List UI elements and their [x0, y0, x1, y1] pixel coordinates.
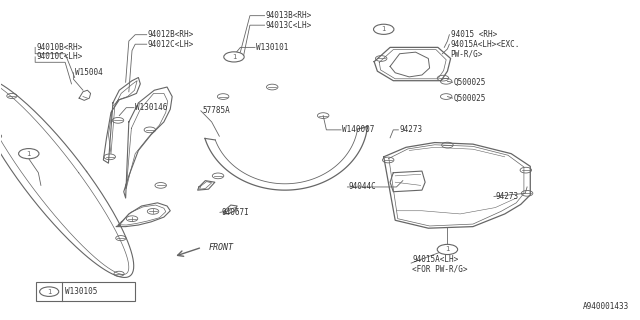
Text: 57785A: 57785A [202, 106, 230, 115]
Bar [36, 282, 135, 301]
Text: 94015A<LH><EXC.: 94015A<LH><EXC. [451, 40, 520, 49]
Circle shape [19, 148, 39, 159]
Text: PW-R/G>: PW-R/G> [451, 49, 483, 58]
Text: A940001433: A940001433 [583, 302, 629, 311]
Circle shape [40, 287, 59, 296]
Text: 94010C<LH>: 94010C<LH> [36, 52, 83, 61]
Text: 94015A<LH>: 94015A<LH> [412, 255, 459, 264]
Text: 1: 1 [445, 246, 450, 252]
Text: 94013C<LH>: 94013C<LH> [266, 21, 312, 30]
Text: W130101: W130101 [256, 43, 289, 52]
Circle shape [437, 244, 458, 254]
Text: Q500025: Q500025 [454, 94, 486, 103]
Circle shape [224, 52, 244, 62]
Text: 94273: 94273 [495, 192, 518, 201]
Text: 94012B<RH>: 94012B<RH> [148, 30, 194, 39]
Text: 94012C<LH>: 94012C<LH> [148, 40, 194, 49]
Text: 94015 <RH>: 94015 <RH> [451, 30, 497, 39]
Text: <FOR PW-R/G>: <FOR PW-R/G> [412, 265, 468, 274]
Text: 94067I: 94067I [221, 208, 249, 217]
Text: Q500025: Q500025 [454, 78, 486, 87]
Circle shape [374, 24, 394, 34]
Text: 94273: 94273 [399, 125, 423, 134]
Text: 1: 1 [381, 26, 386, 32]
Text: W140007: W140007 [342, 125, 374, 134]
Text: 94013B<RH>: 94013B<RH> [266, 11, 312, 20]
Text: 1: 1 [26, 151, 31, 157]
Text: 1: 1 [232, 54, 236, 60]
Text: 94044C: 94044C [349, 182, 376, 191]
Text: W130105: W130105 [65, 287, 97, 296]
Text: 94010B<RH>: 94010B<RH> [36, 43, 83, 52]
Text: 1: 1 [47, 289, 51, 295]
Text: W130146: W130146 [135, 103, 168, 112]
Text: FRONT: FRONT [209, 243, 234, 252]
Text: W15004: W15004 [75, 68, 102, 77]
